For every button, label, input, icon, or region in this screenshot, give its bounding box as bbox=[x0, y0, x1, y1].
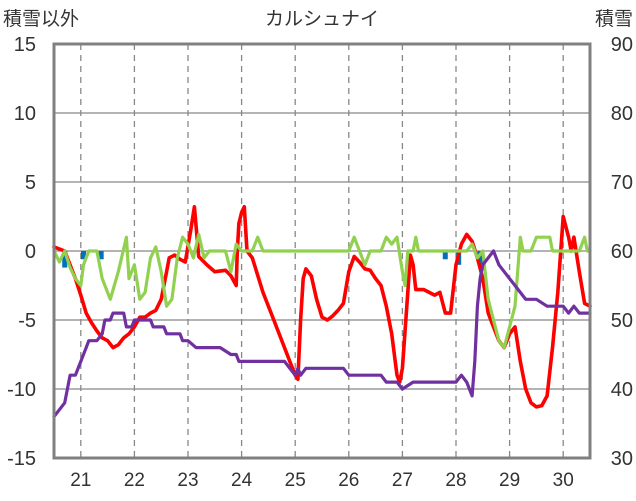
precipitation-bar-5 bbox=[477, 251, 483, 265]
x-tick-24: 24 bbox=[231, 470, 253, 491]
precipitation-bar-3 bbox=[442, 251, 448, 260]
grid bbox=[54, 43, 590, 459]
y-axis-right-title: 積雪 bbox=[595, 8, 633, 30]
y-right-tick-90: 90 bbox=[611, 34, 633, 56]
y-right-tick-60: 60 bbox=[611, 241, 633, 263]
y-right-tick-40: 40 bbox=[611, 379, 633, 401]
series-lines bbox=[52, 205, 592, 419]
y-right-tick-50: 50 bbox=[611, 310, 633, 332]
y-left-tick-0: 0 bbox=[25, 241, 36, 263]
plot-frame bbox=[52, 42, 592, 460]
y-right-tick-70: 70 bbox=[611, 172, 633, 194]
x-tick-28: 28 bbox=[445, 470, 466, 491]
y-axis-left-title: 積雪以外 bbox=[3, 8, 79, 30]
x-tick-29: 29 bbox=[499, 470, 520, 491]
labels: カルシュナイ 積雪以外 積雪 21 22 23 24 25 26 27 28 29 30 15 10 5… bbox=[3, 8, 633, 491]
y-right-tick-30: 30 bbox=[611, 448, 633, 470]
precipitation-bar-0 bbox=[62, 251, 68, 268]
x-tick-23: 23 bbox=[177, 470, 198, 491]
y-left-tick--15: -15 bbox=[7, 448, 36, 470]
y-left-tick--5: -5 bbox=[18, 310, 36, 332]
x-tick-25: 25 bbox=[285, 470, 306, 491]
y-left-tick-10: 10 bbox=[14, 103, 36, 125]
y-left-tick-5: 5 bbox=[25, 172, 36, 194]
precipitation-bar-1 bbox=[80, 251, 86, 260]
chart-title: カルシュナイ bbox=[265, 9, 379, 30]
y-left-tick--10: -10 bbox=[7, 379, 36, 401]
y-right-tick-80: 80 bbox=[611, 103, 633, 125]
y-left-tick-15: 15 bbox=[14, 34, 36, 56]
x-tick-30: 30 bbox=[553, 470, 574, 491]
precipitation-bar-2 bbox=[98, 251, 104, 260]
x-tick-21: 21 bbox=[70, 470, 91, 491]
x-tick-27: 27 bbox=[392, 470, 413, 491]
series-1-line-0 bbox=[52, 232, 592, 350]
x-tick-22: 22 bbox=[124, 470, 145, 491]
x-tick-26: 26 bbox=[338, 470, 359, 491]
series-2-line-0 bbox=[52, 249, 592, 419]
